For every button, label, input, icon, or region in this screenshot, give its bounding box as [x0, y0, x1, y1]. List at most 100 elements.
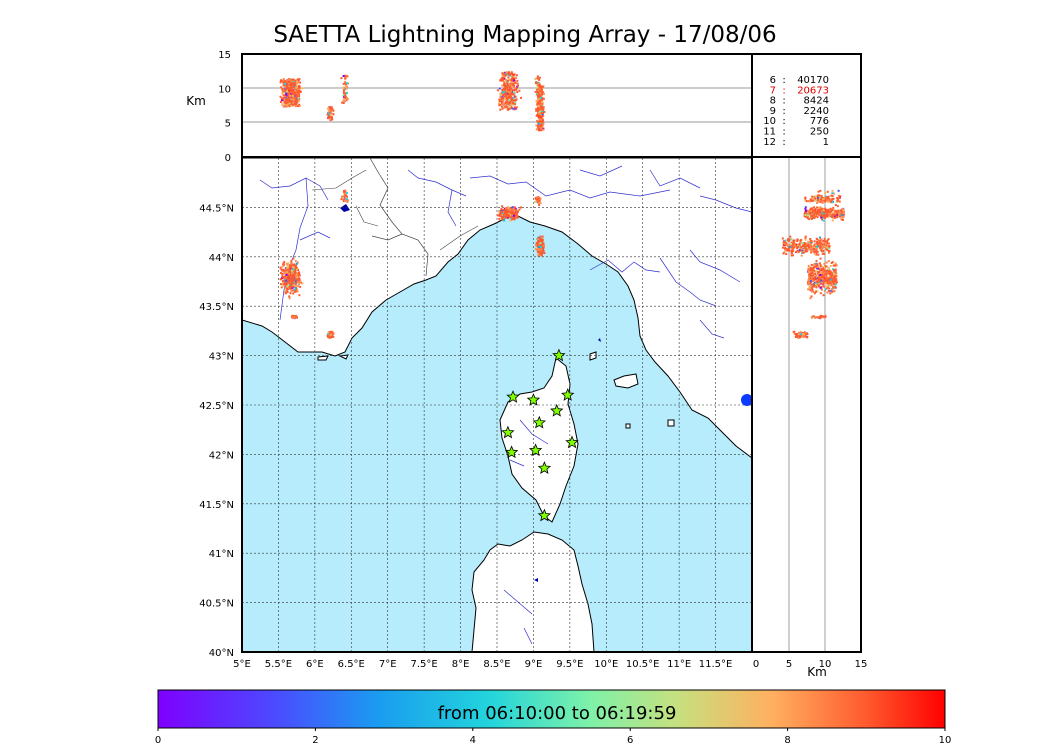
lightning-source-point — [295, 278, 298, 281]
lightning-source-point — [344, 199, 346, 202]
lightning-side-point — [810, 199, 813, 202]
lightning-side-point — [839, 215, 842, 218]
lightning-side-point — [791, 250, 794, 252]
colorbar-tick-label: 4 — [470, 735, 476, 746]
lightning-source-point — [504, 211, 507, 214]
lightning-side-point — [819, 292, 822, 295]
lightning-altitude-point — [513, 106, 516, 109]
longitude-tick-label: 7°E — [379, 659, 397, 670]
lightning-side-point — [800, 248, 803, 251]
lightning-altitude-point — [508, 93, 511, 96]
lightning-altitude-point — [295, 104, 298, 107]
lightning-side-point — [810, 239, 813, 242]
lightning-altitude-point — [505, 71, 508, 74]
lightning-side-point — [823, 245, 826, 248]
lightning-source-point — [500, 207, 503, 210]
lightning-altitude-point — [536, 81, 539, 84]
lightning-source-point — [298, 281, 301, 284]
lightning-side-point — [824, 208, 827, 211]
lightning-side-point — [834, 270, 837, 273]
lightning-source-point — [542, 250, 545, 252]
lightning-side-point — [808, 209, 811, 212]
lightning-altitude-point — [345, 96, 348, 99]
lightning-altitude-point — [343, 98, 345, 101]
lightning-source-point — [539, 252, 542, 255]
lightning-altitude-point — [507, 99, 510, 102]
lightning-altitude-point — [502, 97, 505, 99]
latitude-tick-label: 41.5°N — [199, 500, 234, 511]
lightning-altitude-point — [510, 96, 513, 99]
lightning-source-point — [508, 212, 511, 215]
station-count-table: 6:401707:206738:84249:224010:77611:25012… — [763, 75, 829, 148]
lightning-source-point — [504, 215, 507, 218]
lightning-altitude-point — [517, 84, 519, 87]
lightning-side-point — [813, 245, 816, 248]
lightning-altitude-point — [297, 97, 300, 100]
lightning-side-point — [825, 198, 828, 201]
lightning-side-point — [827, 200, 830, 203]
lightning-source-point — [286, 277, 289, 280]
lightning-source-point — [291, 285, 294, 288]
lightning-altitude-point — [496, 89, 499, 92]
lightning-source-point — [538, 249, 541, 251]
lightning-altitude-point — [295, 96, 298, 98]
lightning-altitude-point — [345, 92, 348, 95]
lightning-side-point — [827, 208, 830, 211]
lightning-source-point — [292, 279, 295, 282]
lightning-side-point — [814, 212, 817, 215]
lightning-source-point — [289, 292, 292, 295]
lightning-side-point — [819, 278, 822, 281]
source-count: 2240 — [804, 106, 829, 117]
lightning-side-point — [815, 247, 818, 250]
source-count: 776 — [810, 116, 829, 127]
lightning-altitude-point — [328, 113, 331, 116]
lightning-side-point — [841, 208, 844, 210]
lightning-side-point — [820, 216, 823, 219]
lightning-source-point — [505, 216, 508, 219]
rivers — [259, 165, 752, 645]
lightning-altitude-point — [511, 99, 514, 102]
lightning-source-point — [281, 285, 284, 288]
lightning-side-point — [825, 274, 828, 277]
lightning-altitude-point — [506, 92, 509, 95]
station-separator: : — [782, 137, 785, 148]
lightning-side-point — [815, 280, 818, 283]
lightning-side-point — [815, 213, 818, 216]
lightning-side-point — [820, 269, 823, 272]
lightning-side-point — [829, 274, 832, 277]
lightning-altitude-point — [506, 85, 509, 88]
lightning-side-point — [804, 211, 806, 214]
lightning-side-point — [807, 264, 810, 267]
source-count: 20673 — [797, 85, 829, 96]
lightning-altitude-point — [284, 91, 287, 93]
lightning-side-point — [800, 239, 803, 241]
lightning-altitude-point — [535, 86, 538, 89]
lightning-altitude-point — [537, 90, 540, 93]
lightning-altitude-point — [285, 92, 288, 95]
lightning-side-point — [826, 272, 829, 275]
lightning-altitude-point — [538, 76, 541, 79]
longitude-tick-label: 10.5°E — [626, 659, 660, 670]
lightning-side-point — [827, 197, 830, 200]
lightning-altitude-point — [343, 92, 346, 95]
lightning-altitude-point — [540, 118, 542, 121]
lightning-side-point — [799, 333, 802, 336]
lightning-side-point — [803, 332, 806, 335]
side-axis-label: Km — [807, 665, 827, 679]
lightning-altitude-point — [327, 115, 330, 118]
lightning-altitude-point — [535, 109, 538, 111]
station-star-icon — [528, 443, 543, 457]
lightning-altitude-point — [539, 105, 542, 108]
lightning-side-point — [826, 277, 829, 279]
lightning-side-point — [820, 213, 823, 216]
lightning-source-point — [509, 219, 512, 222]
land-areas — [242, 158, 752, 652]
lightning-source-point — [537, 245, 540, 248]
lightning-altitude-point — [499, 92, 502, 95]
lightning-side-point — [824, 191, 827, 194]
lightning-side-point — [823, 262, 826, 265]
lightning-source-point — [292, 289, 295, 292]
lightning-side-point — [826, 285, 829, 288]
lightning-altitude-point — [342, 91, 345, 94]
